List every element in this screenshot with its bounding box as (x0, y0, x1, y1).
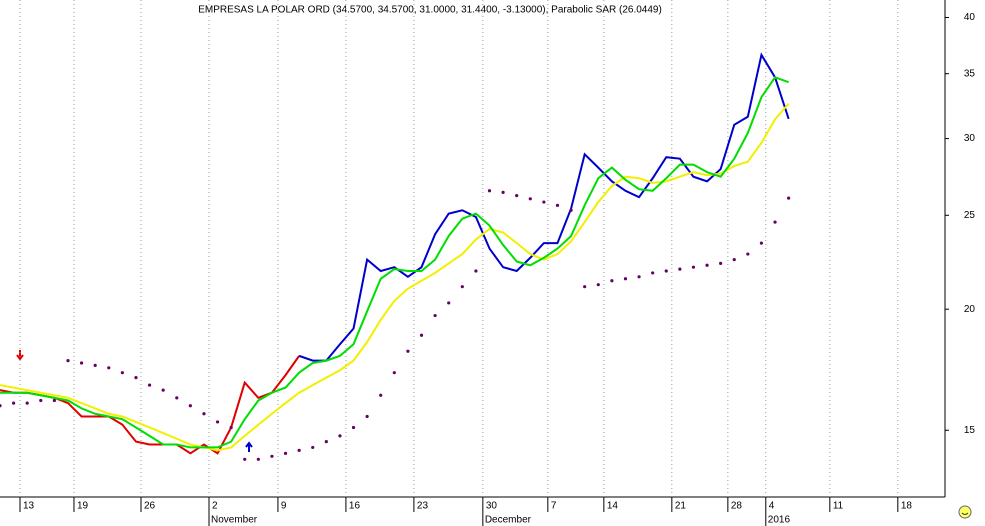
sar-dot (0, 404, 2, 408)
x-tick-label: 7 (551, 501, 557, 512)
y-tick-label: 30 (964, 133, 976, 144)
x-tick-label: 30 (486, 501, 498, 512)
sar-dot (719, 261, 723, 265)
sar-dot (759, 241, 764, 245)
sar-dot (474, 269, 478, 273)
x-tick-label: 23 (417, 501, 429, 512)
x-tick-label: 9 (281, 501, 287, 512)
sar-dot (52, 398, 56, 403)
x-tick-label: 11 (833, 501, 844, 512)
sar-dot (447, 301, 451, 305)
x-tick-label: 28 (731, 501, 743, 512)
x-tick-label: 26 (144, 501, 156, 512)
sar-dot (297, 448, 301, 452)
sar-dot (338, 434, 342, 438)
sar-dot (25, 401, 29, 405)
sar-dot (161, 388, 165, 392)
sar-dot (365, 414, 369, 419)
sar-dot (528, 197, 532, 201)
sar-dot (787, 196, 791, 200)
sar-dot (392, 371, 396, 375)
sar-dot (229, 425, 233, 430)
sar-dot (256, 457, 260, 461)
sar-dot (555, 203, 560, 207)
sar-dot (379, 393, 383, 397)
sar-dot (134, 375, 138, 380)
sar-dot (651, 271, 655, 275)
month-label: December (485, 515, 532, 526)
buy-arrow (245, 441, 253, 452)
sar-dot (637, 275, 641, 279)
sar-dot (460, 285, 464, 289)
x-tick-label: 14 (607, 501, 619, 512)
sar-dot (188, 404, 192, 408)
month-label: November (211, 515, 258, 526)
sar-dot (311, 445, 315, 450)
sar-dot (678, 267, 682, 271)
sar-dot (215, 420, 220, 424)
sar-dot (569, 208, 573, 212)
sar-dot (583, 285, 587, 289)
x-tick-label: 18 (901, 501, 913, 512)
y-tick-label: 25 (964, 210, 976, 221)
sar-dot (406, 349, 410, 353)
sar-dot (623, 277, 628, 281)
sar-dot (732, 258, 736, 262)
price-line (298, 52, 790, 362)
smiley-icon (958, 505, 972, 519)
sar-dot (107, 366, 111, 370)
x-tick-label: 2 (212, 501, 218, 512)
sar-dot (487, 189, 492, 193)
sar-dot (691, 265, 696, 269)
sar-dot (93, 363, 97, 367)
sar-dot (501, 190, 505, 194)
sar-dot (120, 371, 124, 375)
sar-dot (66, 359, 70, 363)
chart-title: EMPRESAS LA POLAR ORD (34.5700, 34.5700,… (198, 5, 662, 16)
sar-dot (39, 398, 43, 403)
sar-dot (324, 440, 328, 444)
sar-dot (283, 451, 288, 455)
sar-dot (202, 412, 206, 416)
y-tick-label: 40 (964, 12, 976, 23)
sar-dot (147, 383, 152, 387)
sar-dot (243, 457, 247, 461)
y-tick-label: 20 (964, 304, 976, 315)
month-label: 2016 (768, 515, 791, 526)
sar-dot (11, 401, 16, 405)
x-tick-label: 19 (77, 501, 89, 512)
sar-dot (351, 425, 356, 430)
price-line (0, 102, 790, 452)
x-tick-label: 13 (23, 501, 35, 512)
price-line (0, 76, 789, 449)
x-tick-label: 4 (769, 501, 775, 512)
sar-dot (419, 333, 424, 337)
y-tick-label: 35 (964, 68, 976, 79)
sar-dot (596, 283, 600, 287)
sar-dot (773, 220, 777, 224)
sar-dot (705, 263, 709, 267)
x-tick-label: 16 (349, 501, 361, 512)
sar-dot (664, 269, 668, 273)
x-tick-label: 21 (675, 501, 687, 512)
sar-dot (610, 279, 614, 283)
sar-dot (79, 361, 84, 365)
sar-dot (270, 454, 274, 458)
sar-dot (515, 193, 519, 198)
sar-dot (175, 396, 179, 400)
sar-dot (542, 200, 546, 204)
y-tick-label: 15 (964, 425, 976, 436)
sar-dot (746, 252, 750, 256)
sar-dot (433, 313, 437, 318)
